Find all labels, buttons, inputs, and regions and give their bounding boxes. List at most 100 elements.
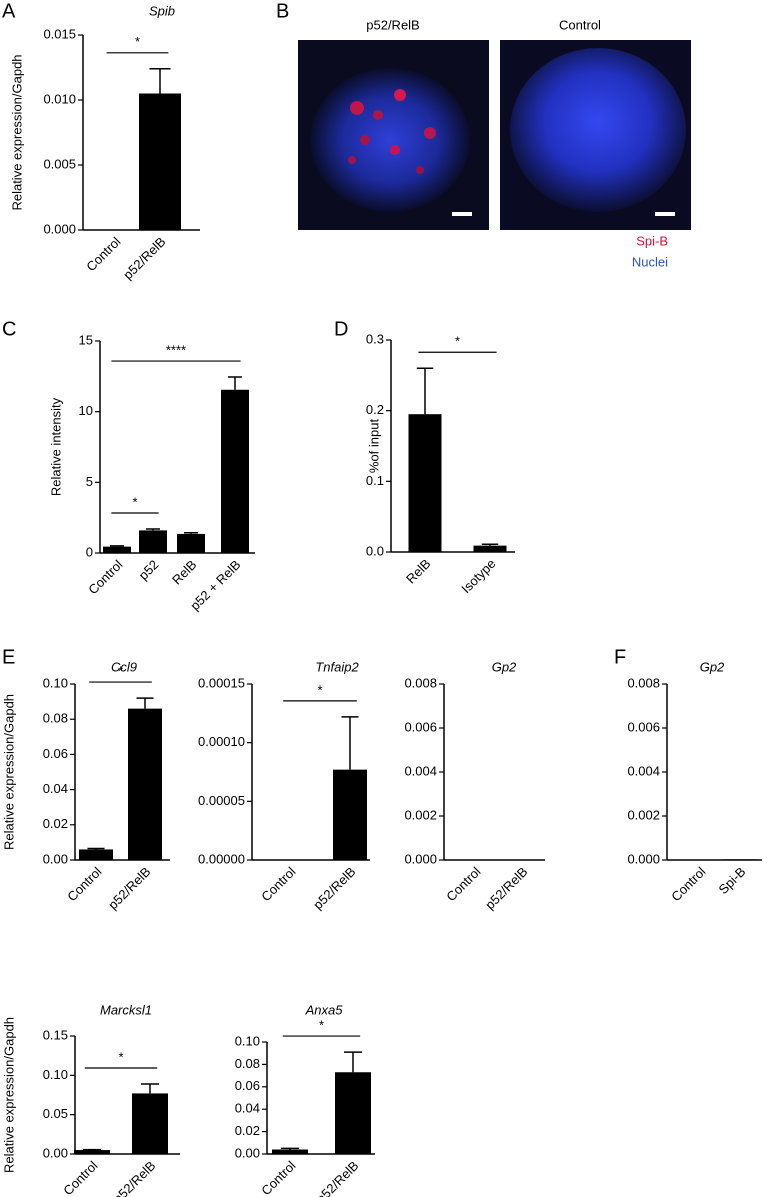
y-axis-label: Relative expression/Gapdh [9,54,24,210]
x-tick-label: p52/RelB [482,864,530,912]
y-tick-label: 0.04 [235,1101,260,1116]
x-tick-label: RelB [169,557,200,588]
y-tick-label: 0.000 [43,221,76,236]
y-tick-label: 0.06 [43,746,68,761]
y-tick-label: 0.006 [404,719,437,734]
bar [177,533,205,553]
y-tick-label: 0.004 [404,763,437,778]
y-tick-label: 15 [79,332,93,347]
y-tick-label: 0.0 [366,543,384,558]
x-tick-label: p52/RelB [120,234,168,282]
y-tick-label: 5 [86,474,93,489]
error-bar [146,528,160,531]
bar [408,414,442,552]
y-tick-label: 0.00 [43,851,68,866]
error-bar [136,697,154,709]
significance-label: * [455,334,460,349]
y-tick-label: 0 [86,544,93,559]
x-tick-label: p52/RelB [313,1158,361,1197]
micrograph [298,40,489,230]
y-tick-label: 0.006 [627,719,660,734]
significance-label: **** [166,342,186,357]
x-tick-label: Control [60,1158,100,1197]
panel-label: D [334,318,348,340]
error-bar [228,376,242,390]
significance-label: * [132,494,137,509]
y-axis-label: Relative intensity [48,397,63,496]
panel-label: C [2,318,16,340]
y-tick-label: 0.010 [43,91,76,106]
x-tick-label: Spi-B [715,864,748,897]
chart-title: Ccl9 [111,659,137,674]
y-tick-label: 0.008 [404,675,437,690]
bar [139,530,167,553]
bar [333,769,367,860]
panel-label: E [2,646,15,668]
error-bar [149,68,171,94]
chart-title: Gp2 [700,659,725,674]
image-title: p52/RelB [366,17,419,32]
x-tick-label: p52/RelB [105,864,153,912]
y-axis-label: Relative expression/Gapdh [1,1017,16,1173]
significance-label: * [135,34,140,49]
x-tick-label: RelB [403,556,434,587]
y-tick-label: 0.10 [235,1033,260,1048]
image-title: Control [559,17,601,32]
y-tick-label: 0.00010 [198,734,245,749]
bar [723,859,757,860]
y-tick-label: 0.3 [366,331,384,346]
x-tick-label: Control [258,1158,298,1197]
y-tick-label: 0.00005 [198,793,245,808]
x-tick-label: Control [258,864,298,904]
error-bar [184,532,198,534]
micrograph [500,40,691,230]
error-bar [110,545,124,547]
bar [128,708,162,860]
y-tick-label: 0.10 [43,675,68,690]
bar [272,1149,308,1154]
x-tick-label: Control [83,234,123,274]
x-tick-label: p52/RelB [310,864,358,912]
y-tick-label: 0.02 [43,816,68,831]
y-tick-label: 0.005 [43,156,76,171]
x-tick-label: p52 [136,557,162,583]
y-tick-label: 0.015 [43,26,76,41]
y-tick-label: 0.1 [366,473,384,488]
legend-entry: Nuclei [632,254,668,269]
error-bar [141,1083,159,1094]
chart-title: Marcksl1 [100,1002,152,1017]
y-tick-label: 0.15 [43,1027,68,1042]
y-tick-label: 0.008 [627,675,660,690]
bar [335,1072,371,1154]
y-tick-label: 0.04 [43,781,68,796]
significance-label: * [317,682,322,697]
error-bar [281,1147,299,1150]
x-tick-label: Isotype [458,556,498,596]
y-tick-label: 0.00000 [198,851,245,866]
y-tick-label: 0.00 [235,1145,260,1160]
legend-entry: Spi-B [636,233,668,248]
panel-label: A [2,0,16,22]
significance-label: * [319,1018,324,1033]
chart-title: Tnfaip2 [315,659,359,674]
x-tick-label: Control [85,557,125,597]
panel-label: F [614,646,626,668]
y-axis-label: %of input [366,419,381,474]
bar [473,545,507,552]
chart-title: Anxa5 [305,1002,344,1017]
y-tick-label: 0.06 [235,1078,260,1093]
error-bar [416,367,434,415]
error-bar [341,716,359,770]
bar [79,849,113,860]
significance-label: * [118,1049,123,1064]
error-bar [481,543,499,546]
x-tick-label: p52/RelB [110,1158,158,1197]
y-tick-label: 0.000 [404,851,437,866]
y-tick-label: 0.08 [43,711,68,726]
bar [74,1150,110,1154]
y-tick-label: 0.10 [43,1067,68,1082]
y-tick-label: 0.08 [235,1056,260,1071]
bar [221,389,249,553]
error-bar [344,1051,362,1073]
y-tick-label: 0.002 [404,807,437,822]
